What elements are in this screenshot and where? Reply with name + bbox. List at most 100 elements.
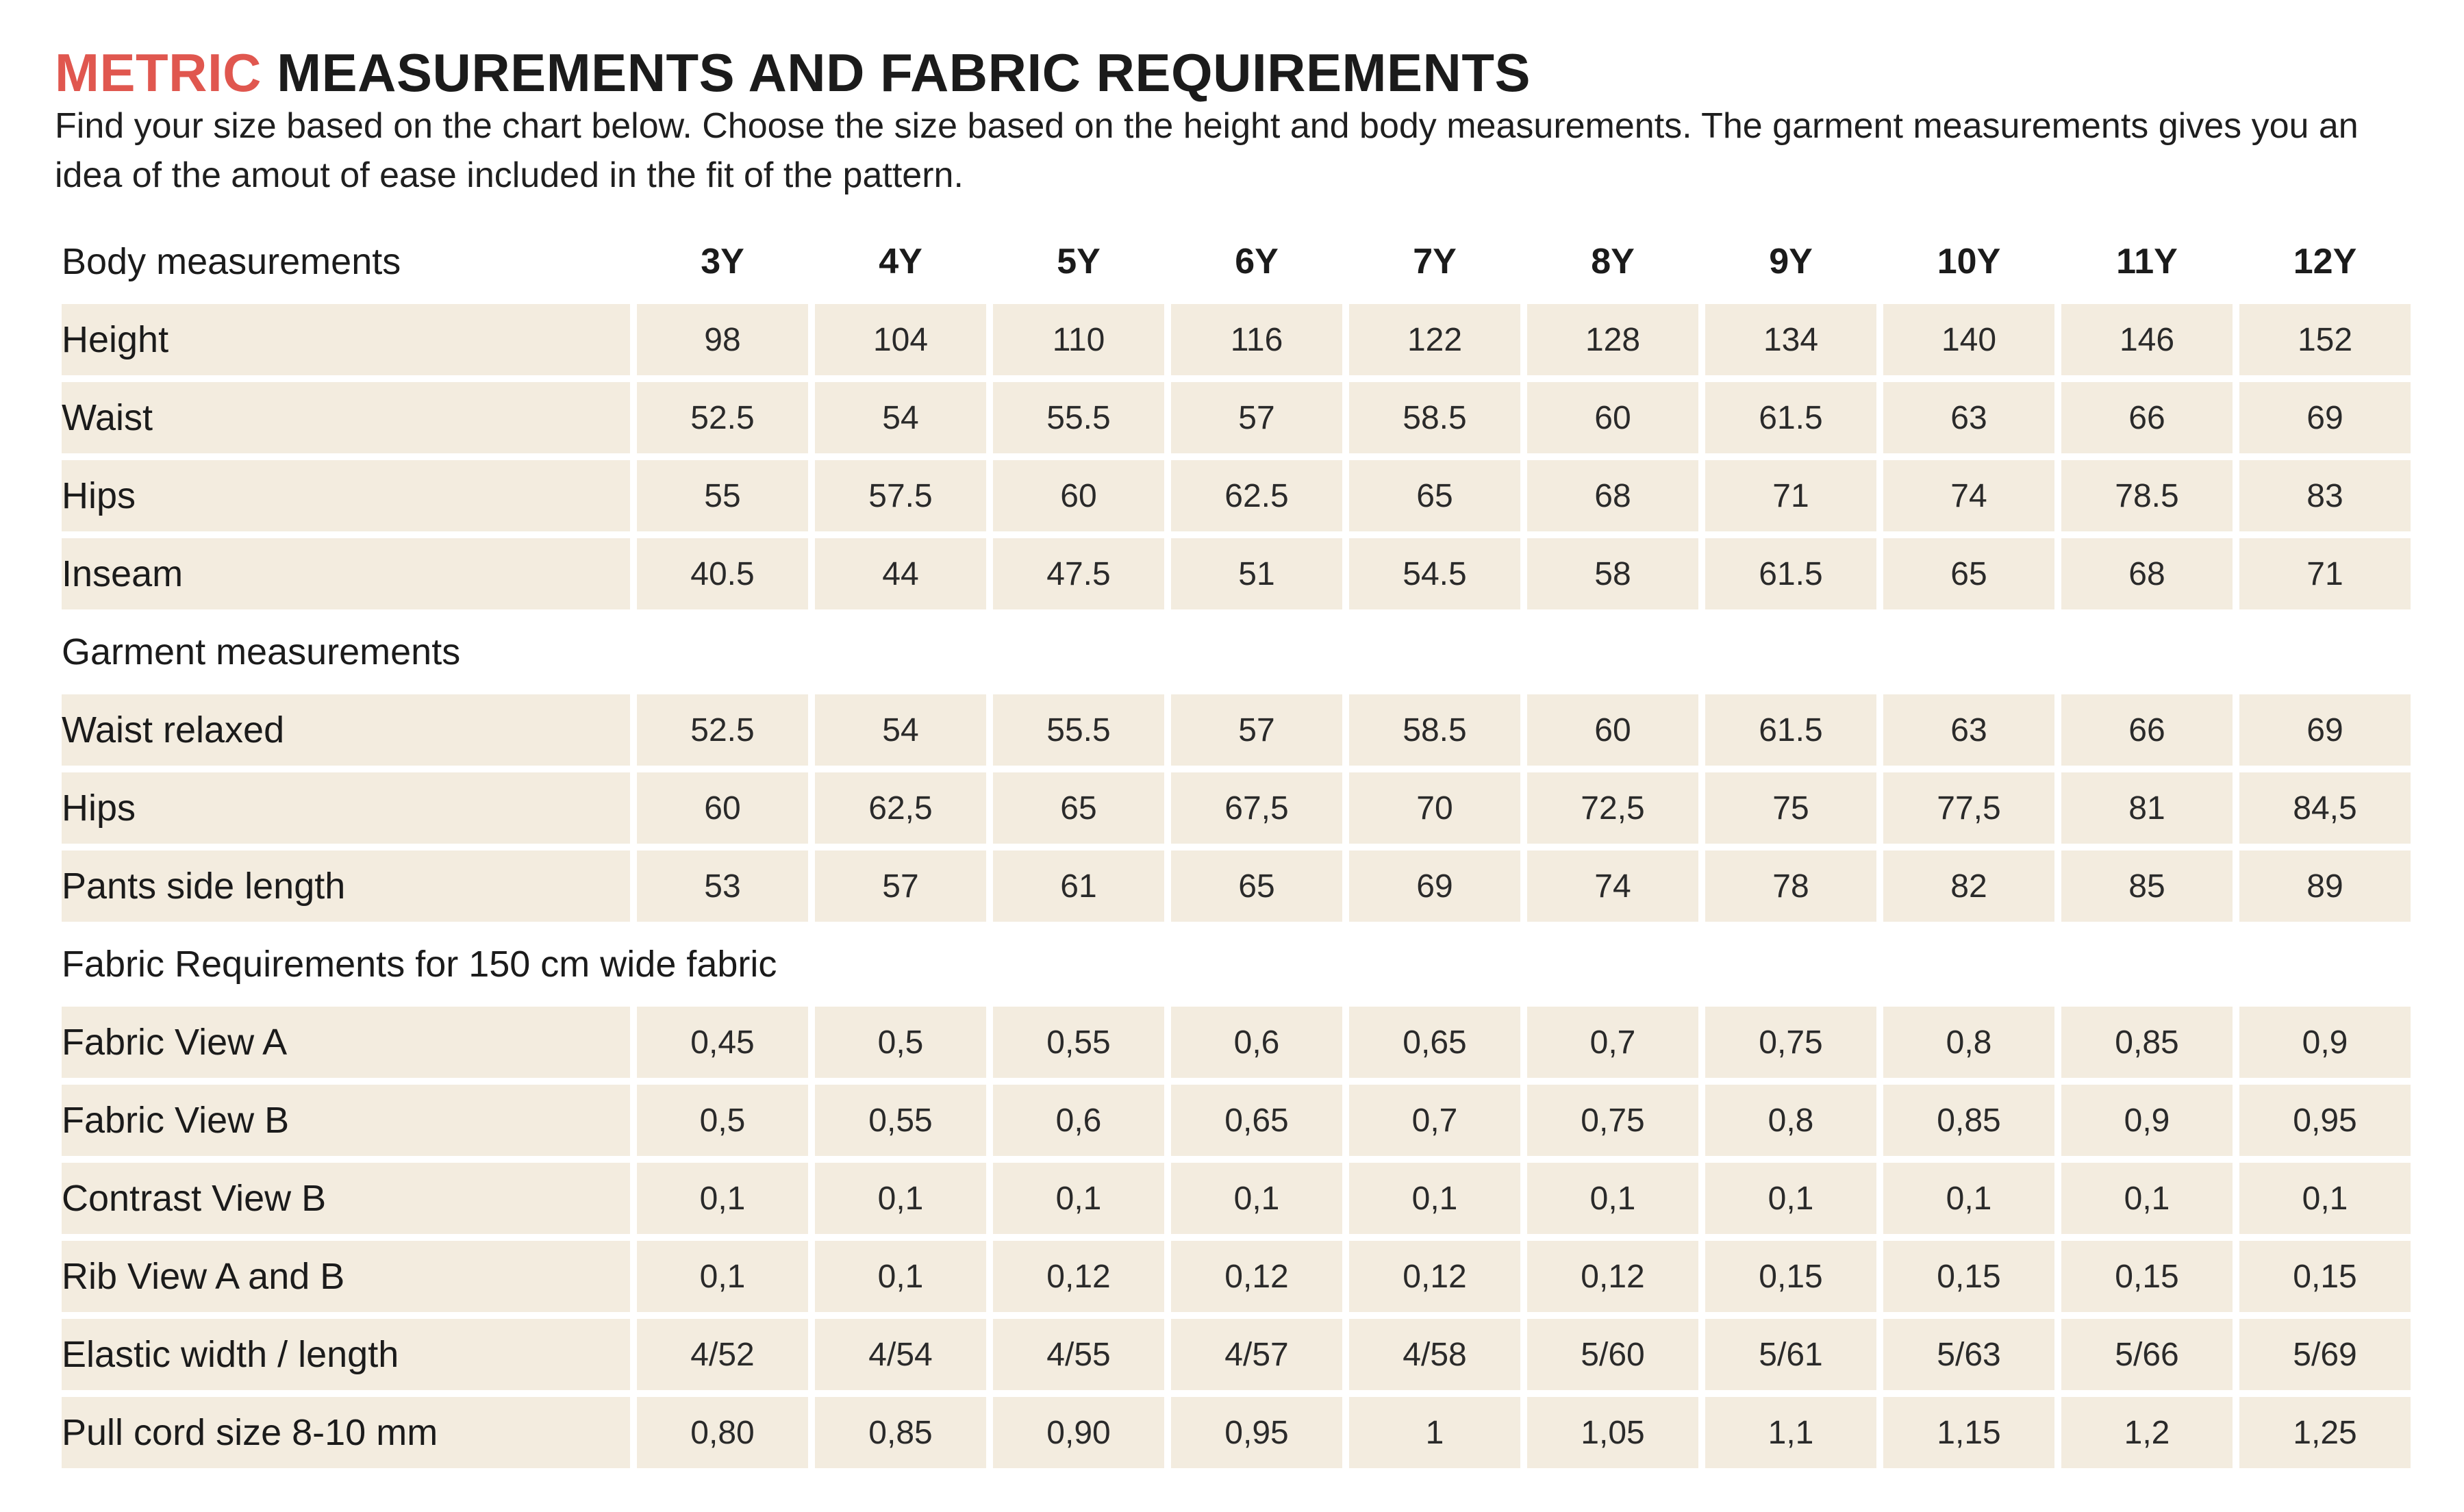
- table-cell: 0,95: [2239, 1085, 2411, 1156]
- row-label: Height: [62, 304, 630, 375]
- table-cell: 84,5: [2239, 772, 2411, 844]
- table-cell: 69: [2239, 382, 2411, 453]
- table-cell: 4/57: [1171, 1319, 1342, 1390]
- table-cell: 4/54: [815, 1319, 986, 1390]
- table-row: Waist 52.5 54 55.5 57 58.5 60 61.5 63 66 69: [62, 382, 2411, 453]
- table-cell: 58.5: [1349, 694, 1520, 766]
- table-row: Pull cord size 8-10 mm 0,80 0,85 0,90 0,95 1 1…: [62, 1397, 2411, 1468]
- table-cell: 4/52: [637, 1319, 808, 1390]
- table-row: Fabric View B 0,5 0,55 0,6 0,65 0,7 0,75 0,8 0,8…: [62, 1085, 2411, 1156]
- table-cell: 0,80: [637, 1397, 808, 1468]
- table-cell: 70: [1349, 772, 1520, 844]
- section-label-body: Body measurements: [62, 241, 401, 282]
- table-cell: 40.5: [637, 538, 808, 609]
- table-cell: 71: [1705, 460, 1876, 531]
- table-cell: 62,5: [815, 772, 986, 844]
- table-cell: 57: [815, 850, 986, 922]
- row-label: Inseam: [62, 538, 630, 609]
- table-cell: 0,65: [1171, 1085, 1342, 1156]
- table-row: Hips 55 57.5 60 62.5 65 68 71 74 78.5 83: [62, 460, 2411, 531]
- table-cell: 0,15: [1705, 1241, 1876, 1312]
- size-header-row: Body measurements 3Y 4Y 5Y 6Y 7Y 8Y 9Y 10Y 11Y 12Y: [62, 226, 2411, 297]
- table-cell: 0,15: [2239, 1241, 2411, 1312]
- table-cell: 0,7: [1527, 1007, 1698, 1078]
- table-cell: 77,5: [1883, 772, 2054, 844]
- table-row: Rib View A and B 0,1 0,1 0,12 0,12 0,12 0,12 0,…: [62, 1241, 2411, 1312]
- table-cell: 4/58: [1349, 1319, 1520, 1390]
- row-label: Rib View A and B: [62, 1241, 630, 1312]
- table-cell: 74: [1883, 460, 2054, 531]
- title-rest: MEASUREMENTS AND FABRIC REQUIREMENTS: [277, 42, 1531, 103]
- table-cell: 1,05: [1527, 1397, 1698, 1468]
- table-cell: 61: [993, 850, 1164, 922]
- table-cell: 0,6: [993, 1085, 1164, 1156]
- table-cell: 152: [2239, 304, 2411, 375]
- table-cell: 0,45: [637, 1007, 808, 1078]
- table-cell: 52.5: [637, 694, 808, 766]
- table-cell: 55.5: [993, 382, 1164, 453]
- table-cell: 60: [1527, 382, 1698, 453]
- table-cell: 0,5: [815, 1007, 986, 1078]
- table-cell: 66: [2061, 382, 2233, 453]
- table-cell: 75: [1705, 772, 1876, 844]
- table-cell: 0,75: [1527, 1085, 1698, 1156]
- table-cell: 63: [1883, 694, 2054, 766]
- page-title: METRIC MEASUREMENTS AND FABRIC REQUIREME…: [55, 40, 1531, 105]
- row-label: Contrast View B: [62, 1163, 630, 1234]
- table-cell: 65: [1349, 460, 1520, 531]
- table-cell: 54: [815, 694, 986, 766]
- table-cell: 0,1: [637, 1163, 808, 1234]
- size-header-8y: 8Y: [1591, 242, 1635, 281]
- table-cell: 61.5: [1705, 382, 1876, 453]
- table-cell: 54: [815, 382, 986, 453]
- table-cell: 0,15: [1883, 1241, 2054, 1312]
- measurement-table: Body measurements 3Y 4Y 5Y 6Y 7Y 8Y 9Y 10Y 11Y 12Y…: [55, 219, 2417, 1475]
- table-cell: 0,1: [815, 1163, 986, 1234]
- table-cell: 52.5: [637, 382, 808, 453]
- table-cell: 57: [1171, 694, 1342, 766]
- table-row: Contrast View B 0,1 0,1 0,1 0,1 0,1 0,1 0,1 0,1 0…: [62, 1163, 2411, 1234]
- table-cell: 0,55: [993, 1007, 1164, 1078]
- table-cell: 5/61: [1705, 1319, 1876, 1390]
- size-header-11y: 11Y: [2116, 242, 2178, 281]
- table-cell: 61.5: [1705, 694, 1876, 766]
- table-cell: 0,85: [1883, 1085, 2054, 1156]
- table-cell: 60: [637, 772, 808, 844]
- size-header-5y: 5Y: [1057, 242, 1101, 281]
- size-header-6y: 6Y: [1235, 242, 1279, 281]
- table-cell: 0,90: [993, 1397, 1164, 1468]
- table-cell: 58: [1527, 538, 1698, 609]
- table-cell: 47.5: [993, 538, 1164, 609]
- table-cell: 61.5: [1705, 538, 1876, 609]
- table-cell: 104: [815, 304, 986, 375]
- title-accent: METRIC: [55, 42, 262, 103]
- table-cell: 83: [2239, 460, 2411, 531]
- size-header-10y: 10Y: [1937, 242, 2001, 281]
- table-cell: 0,7: [1349, 1085, 1520, 1156]
- table-cell: 0,1: [815, 1241, 986, 1312]
- row-label: Fabric View B: [62, 1085, 630, 1156]
- row-label: Fabric View A: [62, 1007, 630, 1078]
- size-header-12y: 12Y: [2293, 242, 2357, 281]
- table-cell: 0,55: [815, 1085, 986, 1156]
- table-cell: 116: [1171, 304, 1342, 375]
- table-cell: 0,95: [1171, 1397, 1342, 1468]
- table-cell: 0,1: [2061, 1163, 2233, 1234]
- table-cell: 69: [1349, 850, 1520, 922]
- table-cell: 0,85: [815, 1397, 986, 1468]
- size-header-7y: 7Y: [1413, 242, 1457, 281]
- row-label: Hips: [62, 460, 630, 531]
- table-cell: 0,1: [1705, 1163, 1876, 1234]
- table-row: Pants side length 53 57 61 65 69 74 78 82 85 89: [62, 850, 2411, 922]
- table-cell: 65: [1883, 538, 2054, 609]
- table-cell: 81: [2061, 772, 2233, 844]
- size-header-9y: 9Y: [1769, 242, 1813, 281]
- table-cell: 5/60: [1527, 1319, 1698, 1390]
- table-cell: 44: [815, 538, 986, 609]
- table-cell: 0,1: [1883, 1163, 2054, 1234]
- table-cell: 89: [2239, 850, 2411, 922]
- section-label-garment: Garment measurements: [62, 631, 461, 672]
- table-cell: 68: [2061, 538, 2233, 609]
- table-cell: 5/66: [2061, 1319, 2233, 1390]
- table-cell: 0,65: [1349, 1007, 1520, 1078]
